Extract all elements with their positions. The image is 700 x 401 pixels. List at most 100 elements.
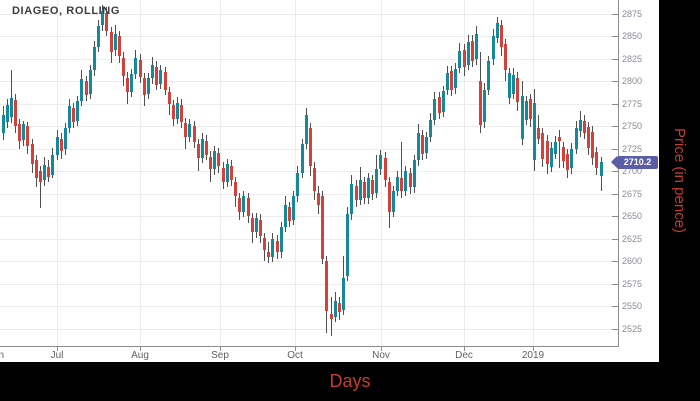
candle[interactable] xyxy=(578,119,582,131)
candle[interactable] xyxy=(491,36,495,60)
plot-area[interactable] xyxy=(0,0,618,346)
candle[interactable] xyxy=(38,171,42,182)
candle[interactable] xyxy=(528,99,532,119)
candle[interactable] xyxy=(358,180,362,200)
candle[interactable] xyxy=(205,140,208,155)
candle[interactable] xyxy=(342,277,345,310)
candle[interactable] xyxy=(383,157,387,181)
candle[interactable] xyxy=(67,106,71,128)
candle[interactable] xyxy=(234,182,238,197)
candle[interactable] xyxy=(292,196,296,220)
candle[interactable] xyxy=(279,227,283,253)
candle[interactable] xyxy=(450,71,453,91)
candle[interactable] xyxy=(109,32,113,53)
candle[interactable] xyxy=(229,165,233,181)
candle[interactable] xyxy=(333,300,337,318)
candle[interactable] xyxy=(487,61,491,91)
candle[interactable] xyxy=(495,23,499,38)
candle[interactable] xyxy=(474,34,478,60)
candle[interactable] xyxy=(458,51,462,68)
candle[interactable] xyxy=(570,148,574,169)
candle[interactable] xyxy=(416,133,420,161)
candle[interactable] xyxy=(246,198,250,217)
candle[interactable] xyxy=(43,164,46,181)
candle[interactable] xyxy=(599,162,603,176)
candle[interactable] xyxy=(76,100,80,121)
candle[interactable] xyxy=(159,70,163,84)
candle[interactable] xyxy=(59,138,63,152)
candle[interactable] xyxy=(221,167,225,182)
candle[interactable] xyxy=(533,102,537,161)
candle[interactable] xyxy=(354,185,358,200)
candle[interactable] xyxy=(425,137,429,154)
candle[interactable] xyxy=(163,72,167,91)
candle[interactable] xyxy=(130,73,134,92)
candle[interactable] xyxy=(18,124,22,142)
candle[interactable] xyxy=(126,77,130,92)
candle[interactable] xyxy=(470,40,474,62)
candle[interactable] xyxy=(591,131,595,158)
candle[interactable] xyxy=(88,70,92,94)
candle[interactable] xyxy=(375,169,379,193)
candle[interactable] xyxy=(63,127,67,150)
candle[interactable] xyxy=(146,78,150,94)
candle[interactable] xyxy=(346,214,350,276)
candle[interactable] xyxy=(288,207,291,221)
candle[interactable] xyxy=(196,144,200,158)
candle[interactable] xyxy=(541,133,545,160)
candle[interactable] xyxy=(250,218,254,233)
candle[interactable] xyxy=(437,97,441,114)
candle[interactable] xyxy=(499,25,503,47)
candle[interactable] xyxy=(267,252,271,257)
candle[interactable] xyxy=(429,119,433,137)
candle[interactable] xyxy=(462,49,466,67)
candle[interactable] xyxy=(26,126,30,146)
candle[interactable] xyxy=(508,73,512,99)
candle[interactable] xyxy=(217,153,221,166)
candle[interactable] xyxy=(180,104,184,122)
candle[interactable] xyxy=(242,196,246,212)
candle[interactable] xyxy=(408,173,412,188)
candle[interactable] xyxy=(271,238,275,257)
candle[interactable] xyxy=(55,137,59,155)
candle[interactable] xyxy=(283,205,287,227)
candle[interactable] xyxy=(441,91,445,112)
candle[interactable] xyxy=(238,198,242,212)
candle[interactable] xyxy=(9,98,13,118)
candle[interactable] xyxy=(387,182,391,212)
candle[interactable] xyxy=(445,73,449,91)
candle[interactable] xyxy=(566,154,570,171)
candle[interactable] xyxy=(412,160,416,188)
candle[interactable] xyxy=(188,124,192,137)
candle[interactable] xyxy=(1,115,5,134)
candle[interactable] xyxy=(337,302,341,312)
candle[interactable] xyxy=(300,144,304,173)
candle[interactable] xyxy=(101,10,105,26)
candle[interactable] xyxy=(504,44,507,71)
candle[interactable] xyxy=(329,313,333,319)
candle[interactable] xyxy=(97,26,100,47)
candle[interactable] xyxy=(167,91,171,104)
candle[interactable] xyxy=(22,124,26,140)
candle[interactable] xyxy=(325,261,329,311)
candle[interactable] xyxy=(362,182,366,199)
candle[interactable] xyxy=(587,127,590,148)
candle[interactable] xyxy=(184,123,188,137)
candle[interactable] xyxy=(117,36,121,56)
candle[interactable] xyxy=(72,108,76,122)
candle[interactable] xyxy=(524,100,528,120)
candle[interactable] xyxy=(14,100,17,127)
candle[interactable] xyxy=(254,218,258,233)
candle[interactable] xyxy=(5,105,9,122)
candle[interactable] xyxy=(466,42,470,65)
candle[interactable] xyxy=(113,34,117,51)
candle[interactable] xyxy=(391,191,395,212)
candle[interactable] xyxy=(155,66,159,85)
candle[interactable] xyxy=(138,59,142,77)
candle[interactable] xyxy=(171,105,175,119)
candle[interactable] xyxy=(84,81,88,95)
candle[interactable] xyxy=(225,164,229,182)
candle[interactable] xyxy=(263,237,267,251)
candle[interactable] xyxy=(34,160,38,179)
candle[interactable] xyxy=(582,120,586,134)
